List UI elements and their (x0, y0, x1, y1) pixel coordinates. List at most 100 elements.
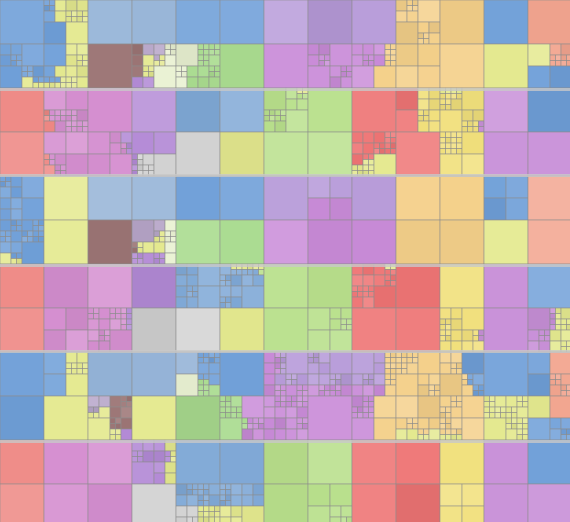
tile (115, 434, 122, 441)
tile (483, 401, 490, 408)
tile (32, 65, 45, 78)
tile (445, 93, 452, 100)
tile (10, 186, 23, 199)
tile (43, 109, 50, 116)
tile (351, 219, 397, 265)
tile (527, 417, 551, 441)
tile (362, 379, 369, 386)
tile (351, 307, 397, 353)
tile (566, 340, 570, 347)
tile (65, 65, 78, 78)
tile (362, 412, 369, 419)
tile (384, 148, 391, 155)
tile (483, 483, 529, 522)
tile (362, 395, 369, 402)
tile (439, 406, 446, 413)
tile (461, 373, 468, 380)
tile (373, 65, 397, 89)
tile (395, 175, 441, 221)
tile (76, 76, 89, 89)
tile (527, 131, 570, 177)
tile (131, 263, 177, 309)
tile (87, 0, 133, 45)
tile (214, 357, 221, 364)
tile (351, 351, 375, 375)
tile (109, 434, 116, 441)
tile (153, 450, 166, 463)
tile (307, 219, 353, 265)
tile (16, 219, 23, 226)
tile (87, 351, 133, 397)
tile (456, 401, 463, 408)
tile (43, 483, 89, 522)
tile (98, 335, 105, 342)
tile (203, 494, 210, 501)
tile (384, 379, 391, 386)
tile (478, 390, 485, 397)
tile (549, 379, 556, 386)
tile (428, 428, 441, 441)
tile (219, 0, 265, 45)
tile (439, 104, 446, 111)
tile (439, 137, 446, 144)
tile (175, 373, 199, 397)
tile (82, 16, 89, 23)
tile (82, 60, 89, 67)
tile (412, 417, 419, 424)
tile (109, 428, 116, 435)
tile (153, 43, 166, 56)
tile (93, 307, 100, 314)
tile (197, 362, 210, 375)
tile (505, 428, 518, 441)
tile (280, 362, 287, 369)
tile (109, 313, 116, 320)
tile (263, 120, 276, 133)
tile (428, 32, 441, 45)
tile (16, 225, 23, 232)
tile (236, 406, 243, 413)
tile (203, 516, 210, 522)
tile (395, 0, 408, 12)
tile (560, 318, 567, 325)
tile (456, 368, 463, 375)
tile (291, 395, 298, 402)
tile (527, 483, 570, 522)
tile (329, 384, 336, 391)
tile (131, 307, 177, 353)
tile (252, 494, 265, 507)
tile (38, 219, 45, 226)
tile (159, 236, 166, 243)
tile (527, 351, 551, 375)
tile (159, 54, 166, 61)
tile (461, 505, 485, 522)
tile (450, 428, 457, 435)
tile (538, 329, 545, 336)
tile (483, 417, 507, 441)
tile (0, 483, 45, 522)
tile (445, 412, 452, 419)
tile (395, 362, 402, 369)
tile (318, 390, 325, 397)
tile (126, 148, 133, 155)
tile (285, 98, 298, 111)
tile (351, 291, 358, 298)
tile (483, 0, 529, 45)
tile (417, 0, 441, 23)
tile (384, 269, 391, 276)
tile (175, 0, 221, 45)
tile (384, 43, 391, 50)
tile (296, 390, 303, 397)
tile (527, 373, 551, 397)
tile (225, 483, 232, 490)
tile (214, 516, 221, 522)
tile (439, 148, 446, 155)
tile (131, 54, 144, 67)
tile (527, 65, 551, 89)
tile (439, 263, 485, 309)
tile (76, 126, 83, 133)
tile (153, 472, 166, 485)
tile (131, 450, 138, 457)
tile (219, 274, 226, 281)
tile (197, 285, 221, 309)
tile (329, 329, 353, 353)
